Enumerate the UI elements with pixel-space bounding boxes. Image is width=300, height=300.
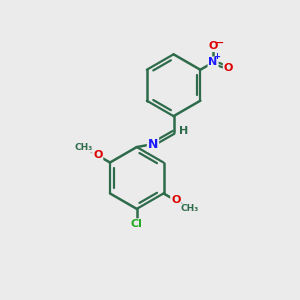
Text: +: + (213, 52, 220, 61)
Text: N: N (208, 57, 218, 68)
Text: H: H (179, 126, 188, 136)
Text: −: − (215, 38, 224, 48)
Text: CH₃: CH₃ (181, 204, 199, 213)
Text: O: O (93, 150, 102, 161)
Text: N: N (148, 138, 158, 151)
Text: CH₃: CH₃ (75, 143, 93, 152)
Text: O: O (224, 63, 233, 73)
Text: Cl: Cl (131, 219, 143, 229)
Text: O: O (171, 196, 181, 206)
Text: O: O (208, 41, 218, 51)
